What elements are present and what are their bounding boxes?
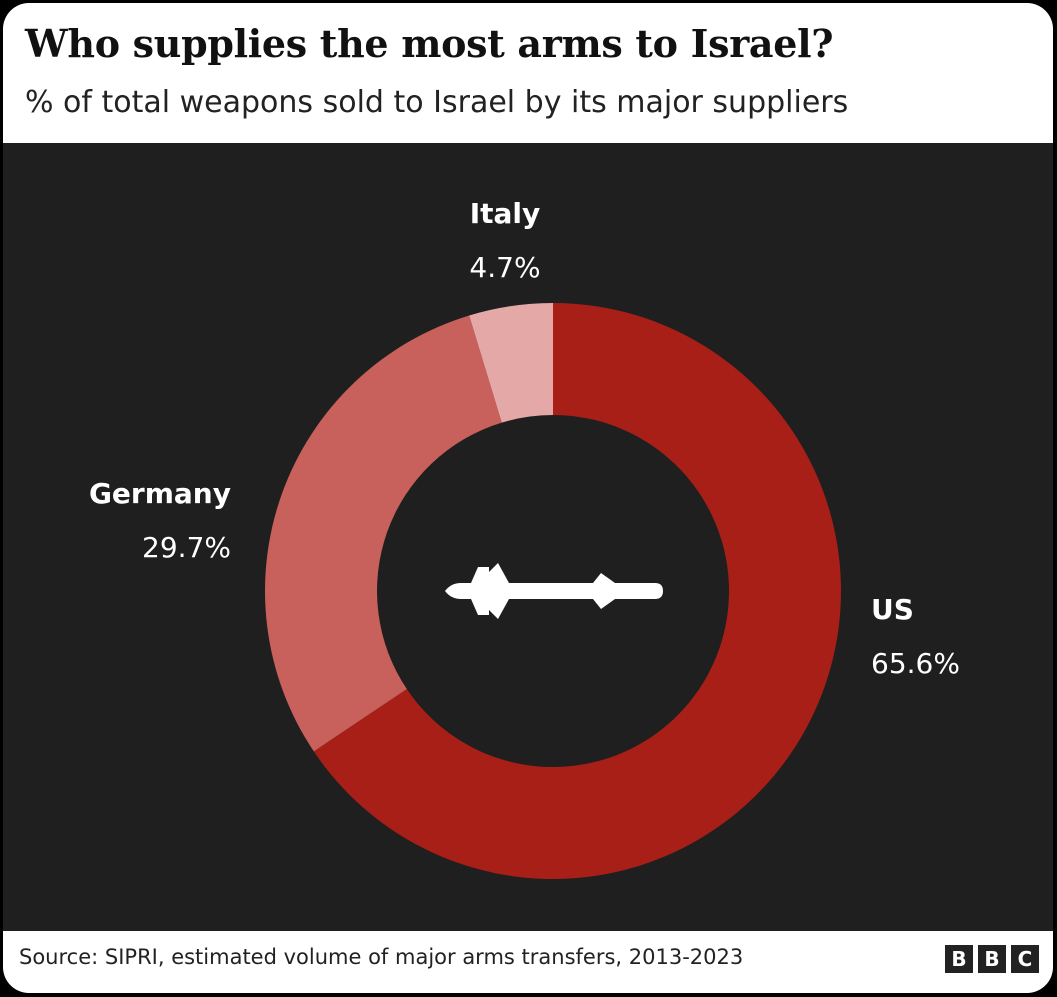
slice-value-italy: 4.7% [469,251,540,284]
slice-value-germany: 29.7% [142,531,231,564]
chart-title: Who supplies the most arms to Israel? [25,21,834,66]
logo-letter: C [1011,945,1039,973]
chart-area: US 65.6% Germany 29.7% Italy 4.7% [3,143,1053,931]
slice-label-us: US [871,593,914,626]
donut-chart: US 65.6% Germany 29.7% Italy 4.7% [89,197,960,879]
chart-header: Who supplies the most arms to Israel? % … [3,3,1053,143]
source-note: Source: SIPRI, estimated volume of major… [19,945,744,969]
logo-letter: B [945,945,973,973]
chart-footer: Source: SIPRI, estimated volume of major… [3,931,1053,993]
logo-letter: B [978,945,1006,973]
slice-value-us: 65.6% [871,647,960,680]
bbc-logo: B B C [945,945,1039,973]
missile-icon [445,563,663,619]
chart-subtitle: % of total weapons sold to Israel by its… [25,85,849,120]
chart-card: Who supplies the most arms to Israel? % … [3,3,1053,993]
slice-label-italy: Italy [470,197,541,230]
slice-germany [264,315,502,752]
slice-label-germany: Germany [89,477,231,510]
slice-us [313,303,842,879]
slice-italy [469,303,553,423]
